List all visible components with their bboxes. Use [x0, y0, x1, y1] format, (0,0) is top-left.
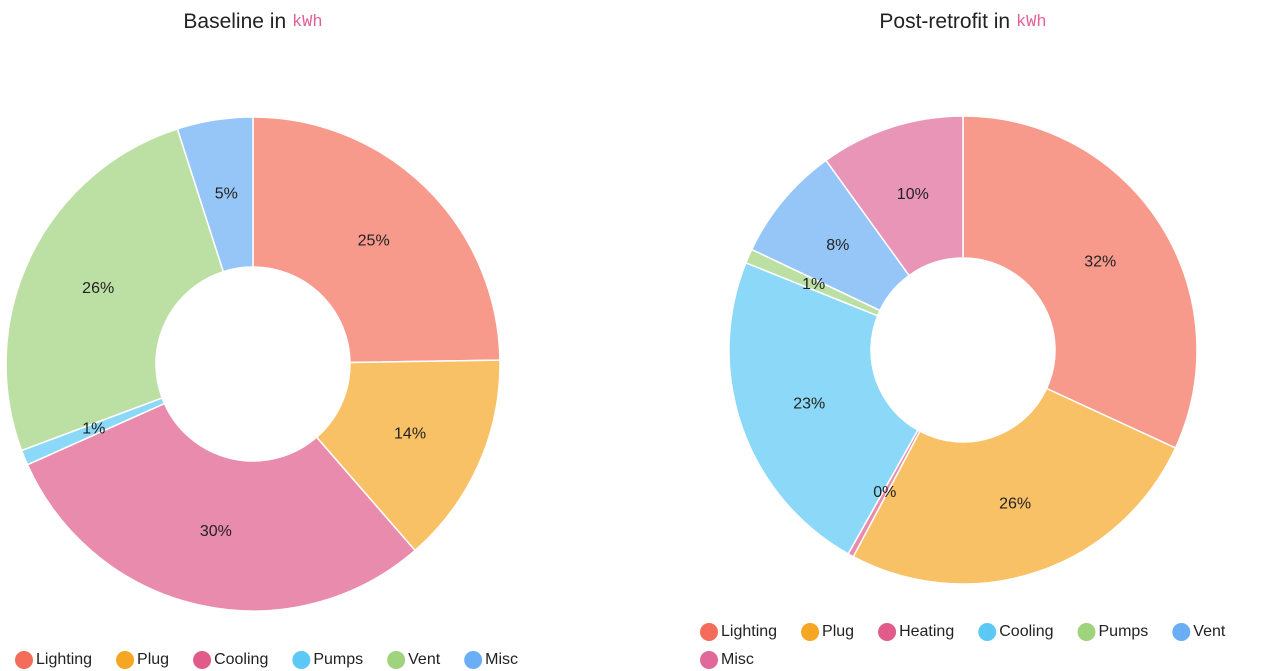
legend-item: Misc	[464, 651, 518, 669]
legend-item: Cooling	[193, 651, 268, 669]
slice-label: 30%	[200, 523, 232, 540]
legend-label: Pumps	[313, 651, 363, 668]
title-unit: kWh	[1016, 13, 1047, 32]
legend-marker	[292, 651, 311, 669]
title-text: Baseline in	[183, 10, 286, 33]
chart-title: Baseline in kWh	[183, 10, 322, 33]
legend-item: Pumps	[1077, 623, 1149, 641]
legend-label: Pumps	[1099, 623, 1149, 640]
slice	[315, 359, 501, 552]
slice	[852, 387, 1177, 585]
legend-marker	[15, 651, 33, 669]
slice-label: 5%	[215, 185, 238, 202]
legend-item: Plug	[801, 623, 854, 641]
slice-label: 14%	[394, 425, 426, 442]
legend-item: Heating	[878, 623, 954, 641]
legend-marker	[1077, 623, 1096, 641]
legend-marker	[116, 651, 135, 669]
title-text: Post-retrofit in	[879, 10, 1010, 33]
slice-label: 23%	[793, 395, 825, 412]
legend-marker	[1172, 623, 1191, 641]
slice	[962, 115, 1198, 449]
legend-marker	[978, 623, 997, 641]
legend-label: Cooling	[214, 651, 268, 668]
legend-label: Plug	[137, 651, 169, 668]
slice-label: 26%	[999, 496, 1031, 513]
slice-label: 8%	[826, 237, 849, 254]
slice	[824, 115, 964, 277]
slice-label: 0%	[873, 484, 896, 501]
slice	[728, 261, 919, 555]
legend-label: Misc	[485, 651, 518, 668]
slice-label: 1%	[82, 420, 105, 437]
legend-marker	[700, 651, 718, 669]
legend-label: Plug	[822, 623, 854, 640]
slice	[252, 116, 501, 364]
slice-label: 25%	[358, 233, 390, 250]
legend-item: Lighting	[15, 651, 92, 669]
slice	[176, 116, 254, 273]
legend-marker	[878, 623, 897, 641]
legend-marker	[700, 623, 718, 641]
legend-label: Vent	[1193, 623, 1226, 640]
legend-item: Lighting	[700, 623, 777, 641]
legend-item: Misc	[700, 651, 754, 669]
slice-label: 32%	[1084, 253, 1116, 270]
title-unit: kWh	[292, 13, 323, 32]
legend-label: Lighting	[721, 623, 777, 640]
legend-item: Plug	[116, 651, 169, 669]
slice	[26, 402, 417, 612]
legend-item: Pumps	[292, 651, 363, 669]
legend-marker	[464, 651, 483, 669]
legend-label: Misc	[721, 651, 754, 668]
chart-title: Post-retrofit in kWh	[879, 10, 1046, 33]
legend-label: Lighting	[36, 651, 92, 668]
legend-label: Heating	[899, 623, 954, 640]
slice-label: 10%	[897, 186, 929, 203]
legend-label: Cooling	[999, 623, 1053, 640]
legend-label: Vent	[408, 651, 441, 668]
slice-label: 26%	[82, 280, 114, 297]
slice	[5, 127, 225, 452]
legend-item: Cooling	[978, 623, 1054, 641]
legend-item: Vent	[387, 651, 441, 669]
legend-item: Vent	[1172, 623, 1226, 641]
legend-marker	[193, 651, 212, 669]
slice-label: 1%	[802, 276, 825, 293]
legend-marker	[801, 623, 820, 641]
legend-marker	[387, 651, 406, 669]
